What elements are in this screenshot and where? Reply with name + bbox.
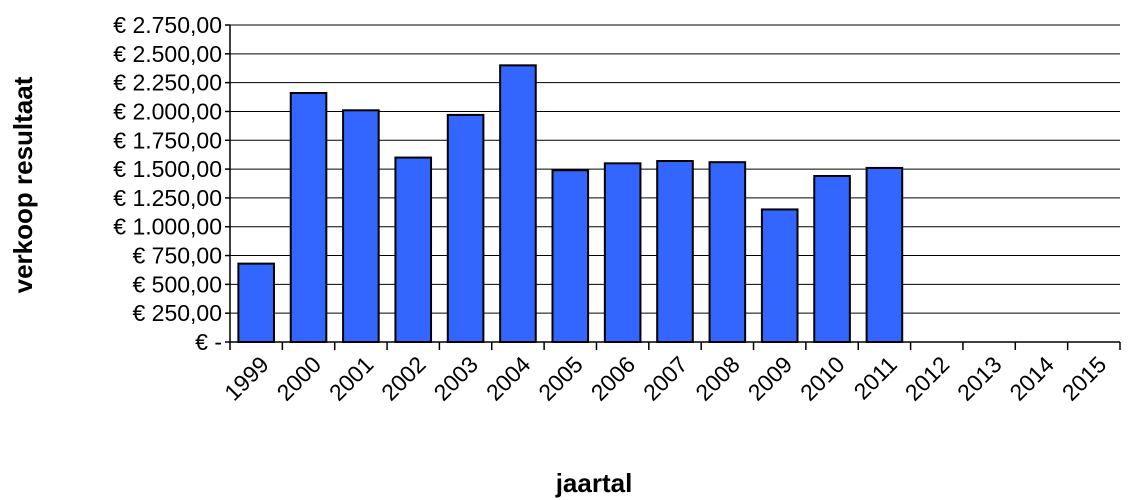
y-tick-label: € 1.500,00 <box>113 156 222 182</box>
bar-2009 <box>760 208 799 343</box>
x-tick-label: 2002 <box>376 351 431 406</box>
bar-2007 <box>656 160 694 343</box>
bar-2006 <box>603 162 642 343</box>
bar-2003 <box>446 113 485 344</box>
y-tick-label: € - <box>195 329 222 355</box>
x-tick-label: 2005 <box>533 351 588 406</box>
x-tick-label: 1999 <box>219 351 274 406</box>
bar-2004 <box>499 64 537 343</box>
y-tick-label: € 500,00 <box>132 271 222 297</box>
bar-2011 <box>865 166 904 343</box>
y-axis-title: verkoop resultaat <box>8 76 38 293</box>
y-tick-label: € 750,00 <box>132 243 222 269</box>
x-tick-label: 2006 <box>586 351 641 406</box>
y-tick-label: € 1.000,00 <box>113 214 222 240</box>
x-tick-label: 2003 <box>429 351 484 406</box>
x-axis-title: jaartal <box>555 468 633 498</box>
x-tick-label: 2011 <box>849 351 902 404</box>
bar-2002 <box>394 156 433 343</box>
axes <box>225 24 1121 350</box>
bars <box>237 64 904 344</box>
y-tick-label: € 250,00 <box>132 300 222 326</box>
bar-2008 <box>708 161 747 343</box>
y-tick-label: € 2.750,00 <box>113 12 222 38</box>
y-tick-label: € 2.500,00 <box>113 41 222 67</box>
bar-2000 <box>289 92 328 343</box>
x-tick-label: 2010 <box>795 351 850 406</box>
bar-2005 <box>551 169 590 343</box>
y-tick-labels: € - € 250,00 € 500,00€ 750,00 € 1.000,00 € 1… <box>113 12 222 355</box>
x-tick-label: 2000 <box>271 351 326 406</box>
x-tick-label: 2008 <box>690 351 745 406</box>
x-tick-label: 2004 <box>481 351 536 406</box>
y-tick-label: € 2.000,00 <box>113 98 222 124</box>
bar-1999 <box>237 262 275 343</box>
x-tick-label: 2001 <box>324 351 379 406</box>
x-tick-label: 2009 <box>743 351 798 406</box>
x-tick-label: 2014 <box>1004 351 1059 406</box>
x-tick-label: 2013 <box>952 351 1007 406</box>
y-tick-label: € 1.250,00 <box>113 185 222 211</box>
y-tick-label: € 2.250,00 <box>113 70 222 96</box>
x-tick-label: 2007 <box>638 351 693 406</box>
bar-2010 <box>813 175 851 343</box>
x-tick-label: 2012 <box>900 351 955 406</box>
bar-2001 <box>342 109 380 343</box>
y-tick-label: € 1.750,00 <box>113 127 222 153</box>
x-tick-labels: 1999200020012002200320042005200620072008… <box>219 351 1111 406</box>
x-tick-label: 2015 <box>1057 351 1112 406</box>
